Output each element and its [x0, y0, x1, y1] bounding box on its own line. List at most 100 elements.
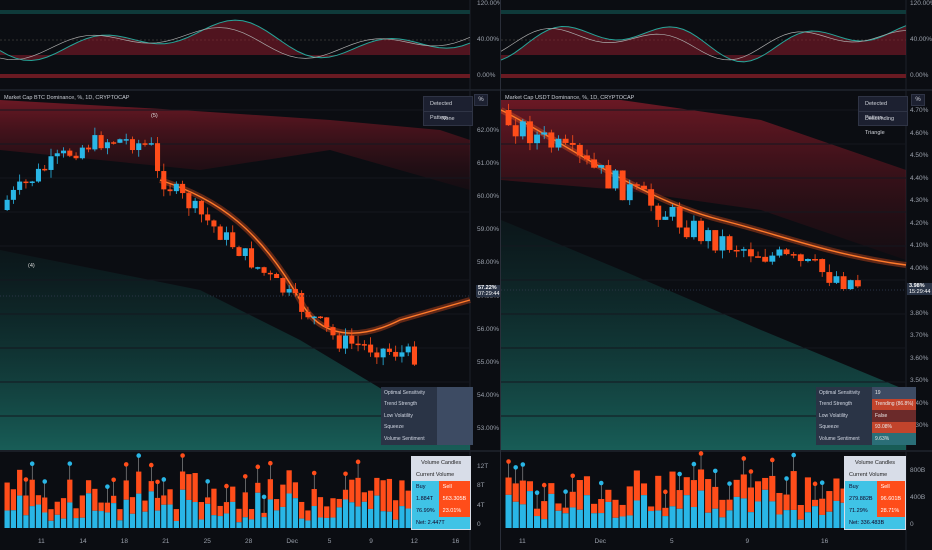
volume-sell-bar: [612, 499, 619, 518]
volume-buy-bar: [23, 515, 29, 528]
volume-sell-bar: [505, 477, 512, 495]
volume-sell-bar: [662, 507, 669, 517]
candle-body: [42, 168, 48, 171]
candle-body: [361, 344, 367, 346]
volume-buy-bar: [783, 510, 790, 528]
axis-label: 400B: [910, 494, 926, 501]
candle-body: [79, 147, 85, 159]
percent-scale-button[interactable]: %: [474, 94, 488, 106]
volume-sell-bar: [591, 503, 598, 514]
dashboard-key: Squeeze: [816, 421, 872, 433]
candle-body: [48, 156, 54, 170]
candle-body: [705, 230, 712, 242]
volume-sell-bar: [747, 487, 754, 513]
volume-marker: [111, 477, 116, 483]
volume-sell-bar: [48, 509, 54, 521]
candle-body: [584, 155, 590, 160]
right-chart-canvas[interactable]: [501, 0, 932, 550]
volume-buy-bar: [833, 500, 840, 528]
dashboard-row: Low Volatility False: [816, 410, 917, 422]
volume-marker: [691, 461, 697, 467]
volume-buy-bar: [60, 518, 67, 528]
osc-line: [0, 19, 471, 62]
volume-sell-bar: [154, 497, 161, 511]
candle-body: [576, 144, 583, 156]
volume-buy-bar: [205, 503, 211, 528]
axis-label: 4.70%: [910, 107, 929, 114]
volume-buy-bar: [280, 506, 286, 528]
support-cloud: [501, 220, 906, 450]
candle-body: [198, 200, 204, 215]
volume-marker: [712, 468, 718, 474]
volume-marker: [255, 464, 261, 470]
volume-sell-bar: [840, 488, 847, 503]
vol-title: Volume Candles: [845, 457, 906, 469]
volume-marker: [791, 452, 796, 458]
volume-marker: [261, 494, 267, 500]
axis-label: 3.60%: [910, 354, 929, 362]
volume-sell-bar: [619, 504, 626, 517]
volume-sell-bar: [205, 497, 211, 504]
volume-sell-bar: [136, 471, 142, 494]
dashboard-value: 9.63%: [872, 433, 917, 445]
left-chart-pane[interactable]: Market Cap BTC Dominance, %, 1D, CRYPTOC…: [0, 0, 500, 550]
volume-buy-bar: [747, 512, 754, 528]
volume-buy-bar: [676, 508, 683, 528]
axis-label: 4.30%: [910, 197, 929, 204]
resistance-cloud: [0, 100, 470, 190]
volume-sell-bar: [583, 476, 591, 496]
volume-buy-bar: [217, 516, 223, 528]
axis-label: 4.20%: [910, 219, 929, 227]
volume-marker: [812, 481, 818, 487]
time-label: 5: [327, 538, 332, 545]
candle-body: [733, 249, 740, 252]
volume-sell-bar: [683, 477, 690, 496]
vol-buy-label: Buy: [412, 481, 439, 493]
candle-body: [380, 348, 386, 358]
volume-buy-bar: [405, 508, 411, 528]
dashboard-value: False: [872, 410, 917, 422]
volume-buy-bar: [769, 501, 776, 528]
candle-body: [142, 143, 148, 145]
left-chart-canvas[interactable]: [0, 0, 500, 550]
volume-buy-bar: [826, 511, 833, 528]
volume-buy-bar: [48, 520, 54, 528]
volume-buy-bar: [17, 495, 23, 528]
volume-marker: [29, 461, 35, 467]
axis-label: 4.00%: [910, 264, 929, 272]
volume-buy-bar: [361, 501, 367, 528]
candle-body: [355, 343, 361, 346]
volume-buy-bar: [342, 499, 349, 528]
right-chart-pane[interactable]: Market Cap USDT Dominance, %, 1D, CRYPTO…: [500, 0, 932, 550]
volume-buy-bar: [92, 510, 98, 528]
volume-buy-bar: [555, 510, 562, 528]
vol-buy-pct: 71.29%: [845, 505, 877, 517]
dashboard-row: Squeeze: [381, 421, 473, 433]
volume-buy-bar: [662, 516, 669, 528]
volume-sell-bar: [73, 508, 79, 519]
volume-sell-bar: [541, 501, 548, 520]
candle-body: [286, 289, 292, 293]
volume-sell-bar: [754, 481, 762, 502]
volume-marker: [748, 469, 754, 474]
chart-title: Market Cap BTC Dominance, %, 1D, CRYPTOC…: [4, 95, 130, 101]
dashboard-value: [437, 410, 473, 422]
volume-buy-bar: [776, 514, 783, 528]
candle-body: [267, 272, 273, 275]
volume-marker: [268, 460, 273, 466]
volume-sell-bar: [192, 473, 198, 503]
vol-current: Current Volume: [845, 469, 906, 481]
axis-label: 55.00%: [477, 358, 500, 366]
volume-buy-bar: [612, 517, 619, 528]
osc-band: [501, 10, 906, 14]
candle-body: [386, 348, 392, 352]
volume-sell-bar: [605, 489, 612, 502]
volume-buy-bar: [690, 507, 697, 528]
volume-marker: [242, 474, 248, 479]
axis-label: 4.60%: [910, 129, 929, 137]
percent-scale-button[interactable]: %: [911, 94, 925, 106]
dashboard-value: [437, 433, 473, 445]
volume-sell-bar: [740, 474, 747, 499]
pattern-value: None: [424, 111, 472, 125]
vol-buy-pct: 76.99%: [412, 505, 439, 517]
